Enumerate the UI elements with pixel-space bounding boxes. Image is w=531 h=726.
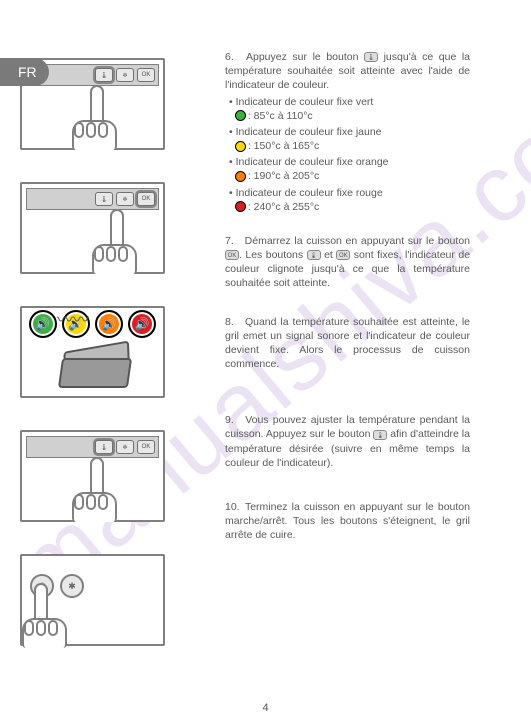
snow-button-icon: ❄ [116, 192, 134, 206]
instruction-text: Appuyez sur le bouton [246, 51, 358, 63]
temp-button-icon: 🌡 [95, 68, 113, 82]
temp-button-inline-icon: 🌡 [364, 52, 378, 62]
snow-button-icon: ❄ [116, 68, 134, 82]
hand-icon [82, 209, 142, 274]
bullet-label: Indicateur de couleur fixe jaune [236, 126, 382, 138]
steam-icon: 〰〰 [57, 306, 89, 330]
color-indicator-line: • Indicateur de couleur fixe jaune : 150… [225, 125, 470, 153]
instruction-text: . Les boutons [239, 249, 303, 261]
color-indicator-line: • Indicateur de couleur fixe orange : 19… [225, 155, 470, 183]
color-indicator-line: • Indicateur de couleur fixe rouge : 240… [225, 186, 470, 214]
illustration-step-8: 🔊 🔊 🔊 🔊 〰〰 [20, 306, 165, 398]
instruction-7: 7. Démarrez la cuisson en appuyant sur l… [225, 234, 470, 291]
instruction-text: Terminez la cuisson en appuyant sur le b… [225, 501, 470, 541]
instruction-text: et [324, 249, 333, 261]
control-panel: 🌡 ❄ OK [26, 188, 159, 210]
step-number: 9. [225, 413, 241, 427]
language-badge: FR [0, 58, 49, 86]
step-number: 8. [225, 315, 241, 329]
instruction-text: Démarrez la cuisson en appuyant sur le b… [245, 235, 470, 247]
bullet-range: : 240°c à 255°c [248, 201, 319, 213]
text-column: 6. Appuyez sur le bouton 🌡 jusqu'à ce qu… [225, 50, 470, 646]
ok-button-icon: OK [137, 68, 155, 82]
color-dot-icon [235, 110, 246, 121]
ok-button-icon: OK [137, 192, 155, 206]
illustration-column: 🌡 ❄ OK 🌡 ❄ OK [20, 58, 165, 646]
step-number: 6. [225, 50, 241, 64]
color-dot-icon [235, 171, 246, 182]
temp-button-inline-icon: 🌡 [307, 250, 321, 260]
control-panel: 🌡 ❄ OK [26, 436, 159, 458]
color-dot-icon [235, 141, 246, 152]
instruction-10: 10. Terminez la cuisson en appuyant sur … [225, 500, 470, 543]
page-number: 4 [262, 702, 268, 714]
bullet-label: Indicateur de couleur fixe orange [236, 156, 389, 168]
bullet-label: Indicateur de couleur fixe vert [236, 96, 374, 108]
temp-button-inline-icon: 🌡 [373, 430, 387, 440]
instruction-8: 8. Quand la température souhaitée est at… [225, 315, 470, 372]
step-number: 7. [225, 234, 241, 248]
sound-badge-red: 🔊 [128, 310, 156, 338]
bullet-range: : 150°c à 165°c [248, 140, 319, 152]
instruction-text: Quand la température souhaitée est attei… [225, 316, 470, 371]
instruction-9: 9. Vous pouvez ajuster la température pe… [225, 413, 470, 470]
color-indicator-line: • Indicateur de couleur fixe vert : 85°c… [225, 95, 470, 123]
illustration-step-10: ⏻ ✱ [20, 554, 165, 646]
sound-badge-green: 🔊 [29, 310, 57, 338]
bullet-range: : 190°c à 205°c [248, 170, 319, 182]
illustration-step-7: 🌡 ❄ OK [20, 182, 165, 274]
hand-icon [30, 583, 90, 648]
temp-button-icon: 🌡 [95, 440, 113, 454]
hand-icon [62, 457, 122, 522]
ok-button-inline-icon: OK [225, 250, 239, 260]
grill-icon [52, 346, 137, 388]
illustration-step-9: 🌡 ❄ OK [20, 430, 165, 522]
hand-icon [62, 85, 122, 150]
snow-button-icon: ❄ [116, 440, 134, 454]
color-dot-icon [235, 201, 246, 212]
bullet-range: : 85°c à 110°c [248, 110, 313, 122]
step-number: 10. [225, 500, 241, 514]
temp-button-icon: 🌡 [95, 192, 113, 206]
ok-button-inline-icon: OK [336, 250, 350, 260]
instruction-6: 6. Appuyez sur le bouton 🌡 jusqu'à ce qu… [225, 50, 470, 214]
sound-indicator-row: 🔊 🔊 🔊 🔊 [22, 310, 163, 338]
ok-button-icon: OK [137, 440, 155, 454]
bullet-label: Indicateur de couleur fixe rouge [236, 187, 383, 199]
sound-badge-orange: 🔊 [95, 310, 123, 338]
